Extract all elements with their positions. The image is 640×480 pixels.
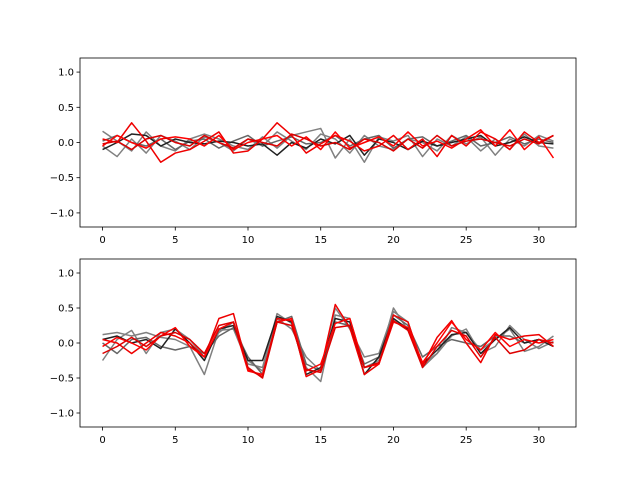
x-tick-label: 30 bbox=[533, 235, 546, 246]
y-tick-label: 1.0 bbox=[58, 269, 74, 280]
x-tick-label: 20 bbox=[387, 435, 400, 446]
x-tick-label: 25 bbox=[460, 235, 473, 246]
series-line-5 bbox=[102, 317, 554, 376]
x-tick-label: 20 bbox=[387, 235, 400, 246]
series-group bbox=[101, 303, 554, 383]
y-tick-label: 0.0 bbox=[58, 138, 74, 149]
y-tick-label: −0.5 bbox=[50, 374, 74, 385]
y-tick-label: 0.5 bbox=[58, 103, 74, 114]
series-line-6 bbox=[102, 133, 554, 152]
x-tick-label: 5 bbox=[172, 235, 178, 246]
top-subplot: 0 5 10 15 20 25 30 −1.0 −0.5 0.0 0.5 1.0 bbox=[50, 57, 577, 246]
x-tick-label: 15 bbox=[314, 435, 327, 446]
x-tick-label: 10 bbox=[242, 435, 255, 446]
x-tick-label: 10 bbox=[242, 235, 255, 246]
series-line-4 bbox=[102, 303, 554, 378]
bottom-subplot: 0 5 10 15 20 25 30 −1.0 −0.5 0.0 0.5 1.0 bbox=[50, 258, 577, 446]
y-tick-label: −1.0 bbox=[50, 208, 74, 219]
x-tick-label: 0 bbox=[99, 435, 105, 446]
x-tick-label: 0 bbox=[99, 235, 105, 246]
series-line-2 bbox=[102, 314, 554, 376]
x-tick-label: 25 bbox=[460, 435, 473, 446]
series-line-5 bbox=[102, 129, 555, 159]
y-tick-label: 0.0 bbox=[58, 339, 74, 350]
series-line-6 bbox=[102, 319, 554, 379]
y-tick-label: −1.0 bbox=[50, 409, 74, 420]
y-tick-label: 1.0 bbox=[58, 68, 74, 79]
series-group bbox=[102, 122, 555, 163]
y-tick-label: −0.5 bbox=[50, 173, 74, 184]
x-tick-label: 15 bbox=[314, 235, 327, 246]
x-tick-label: 30 bbox=[533, 435, 546, 446]
x-tick-label: 5 bbox=[172, 435, 178, 446]
y-tick-label: 0.5 bbox=[58, 304, 74, 315]
